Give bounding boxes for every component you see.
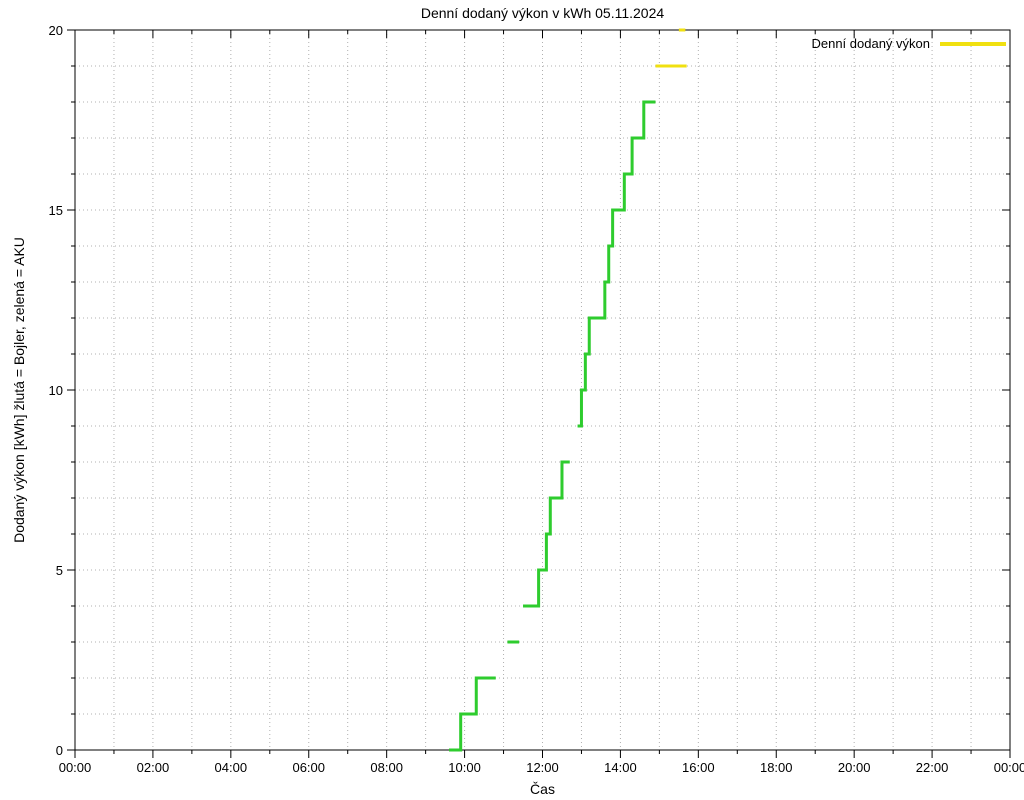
chart-container: 00:00 02:00 04:00 06:00 08:00 10:00 12:00 14:00…	[0, 0, 1024, 800]
x-tick-label: 18:00	[760, 760, 793, 775]
chart-svg: 00:00 02:00 04:00 06:00 08:00 10:00 12:00 14:00…	[0, 0, 1024, 800]
y-tick-label: 15	[49, 203, 63, 218]
x-axis-label: Čas	[530, 781, 555, 797]
chart-title: Denní dodaný výkon v kWh 05.11.2024	[421, 5, 665, 21]
x-tick-label: 10:00	[448, 760, 481, 775]
y-tick-label: 10	[49, 383, 63, 398]
x-tick-label: 20:00	[838, 760, 871, 775]
y-tick-label: 5	[56, 563, 63, 578]
x-tick-label: 12:00	[526, 760, 559, 775]
x-tick-label: 02:00	[137, 760, 170, 775]
y-tick-label: 20	[49, 23, 63, 38]
x-tick-label: 04:00	[215, 760, 248, 775]
x-tick-label: 00:00	[59, 760, 92, 775]
x-tick-label: 22:00	[916, 760, 949, 775]
x-tick-label: 14:00	[604, 760, 637, 775]
legend-label: Denní dodaný výkon	[811, 36, 930, 51]
x-tick-label: 06:00	[292, 760, 325, 775]
x-tick-label: 16:00	[682, 760, 715, 775]
y-axis-label: Dodaný výkon [kWh] žlutá = Bojler, zelen…	[11, 237, 27, 543]
y-tick-label: 0	[56, 743, 63, 758]
x-tick-label: 00:00	[994, 760, 1024, 775]
x-tick-label: 08:00	[370, 760, 403, 775]
